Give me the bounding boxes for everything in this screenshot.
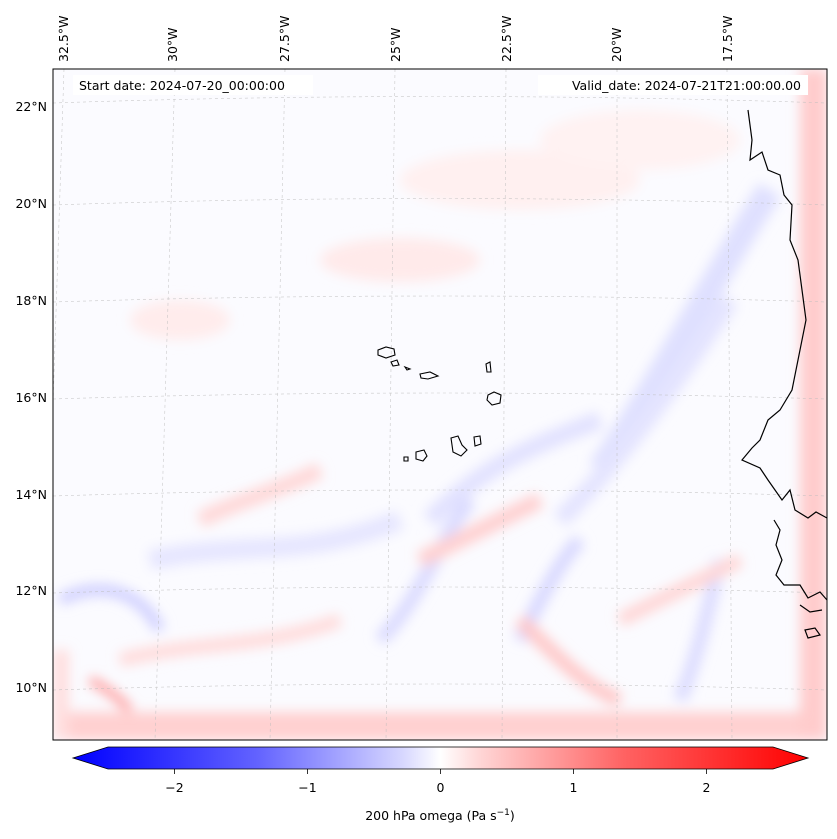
lon-label-22-5w: 22.5°W [499, 16, 514, 62]
lat-label-22n: 22°N [15, 99, 47, 114]
start-date: Start date: 2024-07-20_00:00:00 [79, 78, 285, 93]
longitude-labels: 32.5°W 30°W 27.5°W 25°W 22.5°W 20°W 17.5… [56, 16, 735, 62]
lon-label-20w: 20°W [609, 27, 624, 62]
colorbar-tick-label: 0 [437, 780, 445, 795]
start-date-box: Start date: 2024-07-20_00:00:00 [73, 75, 313, 95]
omega-field [53, 69, 827, 740]
lon-label-17-5w: 17.5°W [720, 16, 735, 62]
colorbar-tick-label: −2 [165, 780, 183, 795]
lat-label-18n: 18°N [15, 293, 47, 308]
lat-label-10n: 10°N [15, 680, 47, 695]
lat-label-12n: 12°N [15, 583, 47, 598]
valid-date: Valid_date: 2024-07-21T21:00:00.00 [572, 78, 801, 93]
lon-label-25w: 25°W [388, 27, 403, 62]
latitude-labels: 22°N 20°N 18°N 16°N 14°N 12°N 10°N [15, 99, 47, 695]
colorbar-tick-label: −1 [298, 780, 316, 795]
lat-label-14n: 14°N [15, 487, 47, 502]
colorbar: −2 −1 0 1 2 200 hPa omega (Pa s−1) [71, 746, 810, 823]
lon-label-32-5w: 32.5°W [56, 16, 71, 62]
valid-date-box: Valid_date: 2024-07-21T21:00:00.00 [538, 75, 808, 95]
graticule [53, 69, 827, 740]
cape-verde-islands [377, 346, 502, 462]
colorbar-label: 200 hPa omega (Pa s−1) [365, 808, 515, 823]
colorbar-tick-label: 2 [703, 780, 711, 795]
map-area [53, 69, 827, 740]
lat-label-16n: 16°N [15, 390, 47, 405]
colorbar-ticks: −2 −1 0 1 2 [165, 769, 710, 795]
lat-label-20n: 20°N [15, 196, 47, 211]
coastline-africa [741, 109, 827, 639]
colorbar-tick-label: 1 [570, 780, 578, 795]
map-frame [52, 68, 828, 741]
lon-label-27-5w: 27.5°W [277, 16, 292, 62]
lon-label-30w: 30°W [165, 27, 180, 62]
colorbar-bar [71, 746, 810, 770]
